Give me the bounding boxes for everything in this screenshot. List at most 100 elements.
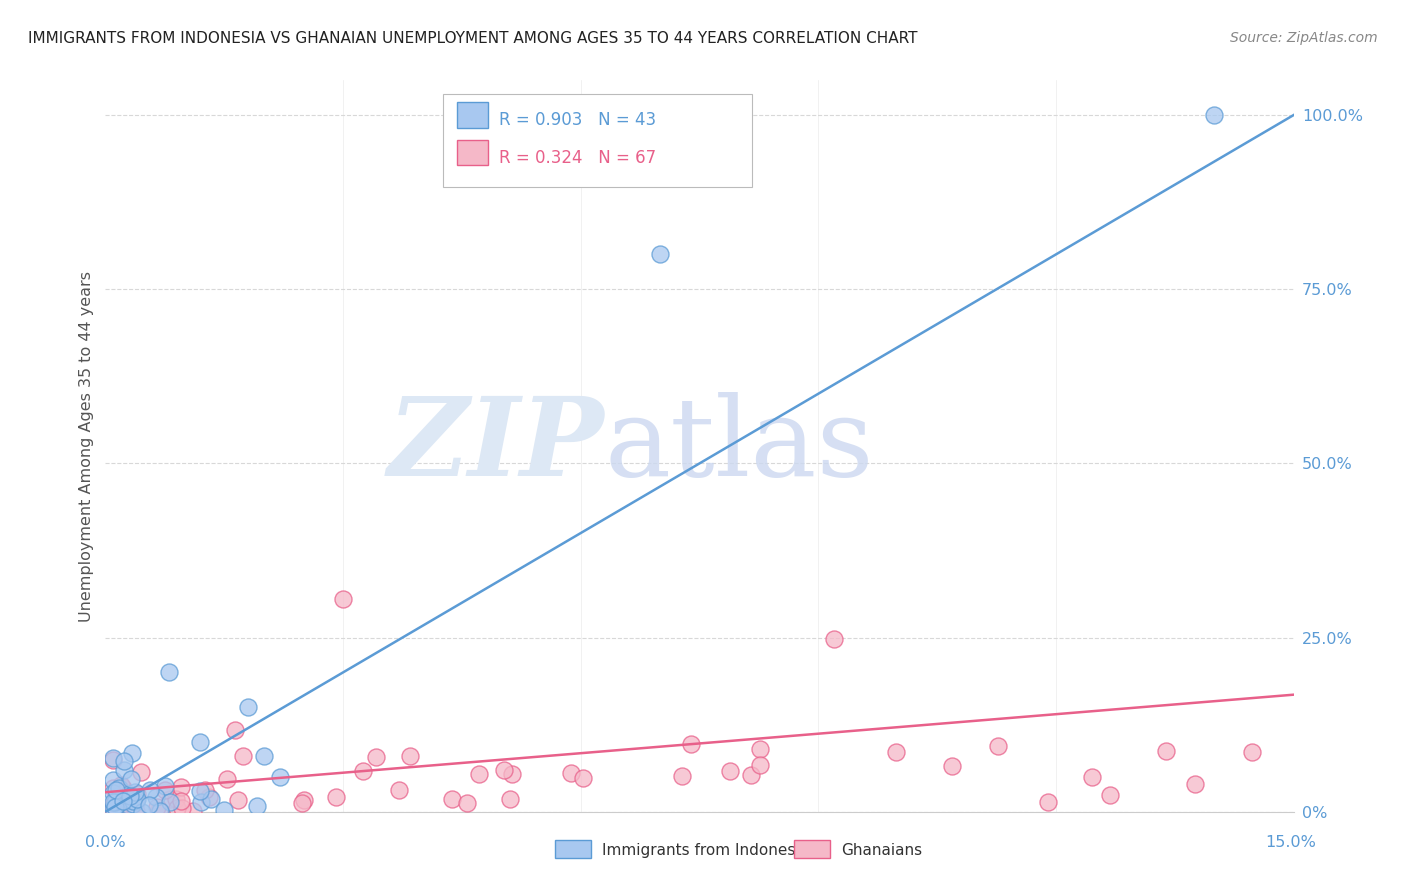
Point <box>103 800 125 814</box>
Point <box>388 782 411 797</box>
Point <box>155 779 177 793</box>
Point <box>1241 745 1264 759</box>
Point <box>823 632 845 646</box>
Point <box>224 723 246 737</box>
Point <box>648 247 671 261</box>
Point <box>200 792 222 806</box>
Point <box>111 781 134 796</box>
Point <box>193 783 215 797</box>
Point <box>232 748 254 763</box>
Point <box>215 772 238 787</box>
Text: 15.0%: 15.0% <box>1265 836 1316 850</box>
Point <box>1081 770 1104 784</box>
Point <box>111 797 134 811</box>
Point <box>118 787 141 801</box>
Point <box>125 804 148 818</box>
Point <box>364 750 387 764</box>
Text: Immigrants from Indonesia: Immigrants from Indonesia <box>602 843 808 857</box>
Point <box>145 800 167 814</box>
Point <box>572 771 595 785</box>
Point <box>120 789 142 803</box>
Point <box>292 793 315 807</box>
Point <box>671 769 693 783</box>
Point <box>353 764 375 778</box>
Point <box>440 791 463 805</box>
Point <box>198 789 221 804</box>
Point <box>122 794 145 808</box>
Point <box>103 801 125 815</box>
Text: 0.0%: 0.0% <box>86 836 125 850</box>
Point <box>1036 796 1059 810</box>
Point <box>131 805 153 819</box>
Point <box>718 764 741 778</box>
Point <box>107 797 129 811</box>
Point <box>149 804 172 818</box>
Point <box>159 796 181 810</box>
Point <box>157 665 180 680</box>
Point <box>103 750 125 764</box>
Point <box>155 782 177 797</box>
Point <box>291 796 314 810</box>
Point <box>120 804 142 818</box>
Point <box>236 700 259 714</box>
Point <box>941 759 963 773</box>
Point <box>112 794 135 808</box>
Text: ZIP: ZIP <box>388 392 605 500</box>
Point <box>190 795 212 809</box>
Point <box>138 798 160 813</box>
Point <box>122 794 145 808</box>
Point <box>1184 777 1206 791</box>
Text: IMMIGRANTS FROM INDONESIA VS GHANAIAN UNEMPLOYMENT AMONG AGES 35 TO 44 YEARS COR: IMMIGRANTS FROM INDONESIA VS GHANAIAN UN… <box>28 31 918 46</box>
Point <box>125 794 148 808</box>
Text: R = 0.324   N = 67: R = 0.324 N = 67 <box>499 149 657 167</box>
Point <box>170 794 193 808</box>
Point <box>228 793 250 807</box>
Point <box>112 805 135 819</box>
Point <box>108 781 131 796</box>
Point <box>245 799 267 814</box>
Point <box>125 787 148 801</box>
Point <box>117 798 139 813</box>
Point <box>560 765 582 780</box>
Point <box>129 765 152 780</box>
Point <box>104 795 127 809</box>
Point <box>269 770 291 784</box>
Point <box>740 768 762 782</box>
Text: Source: ZipAtlas.com: Source: ZipAtlas.com <box>1230 31 1378 45</box>
Point <box>166 801 188 815</box>
Point <box>253 749 276 764</box>
Point <box>501 766 523 780</box>
Point <box>124 785 146 799</box>
Point <box>103 802 125 816</box>
Point <box>110 778 132 792</box>
Point <box>103 772 125 787</box>
Point <box>325 790 347 805</box>
Point <box>1154 744 1177 758</box>
Point <box>886 745 908 759</box>
Point <box>1204 108 1226 122</box>
Point <box>103 786 125 800</box>
Point <box>190 735 212 749</box>
Point <box>122 797 145 811</box>
Point <box>494 763 516 777</box>
Point <box>103 798 125 813</box>
Point <box>1099 788 1122 802</box>
Point <box>679 737 702 751</box>
Point <box>124 803 146 817</box>
Point <box>456 796 478 810</box>
Point <box>499 791 522 805</box>
Point <box>159 792 181 806</box>
Y-axis label: Unemployment Among Ages 35 to 44 years: Unemployment Among Ages 35 to 44 years <box>79 270 94 622</box>
Point <box>114 764 136 778</box>
Point <box>124 797 146 811</box>
Point <box>181 804 204 818</box>
Text: Ghanaians: Ghanaians <box>841 843 922 857</box>
Point <box>114 785 136 799</box>
Point <box>125 791 148 805</box>
Point <box>104 783 127 797</box>
Point <box>748 757 770 772</box>
Point <box>121 747 143 761</box>
Point <box>103 780 125 795</box>
Text: atlas: atlas <box>605 392 875 500</box>
Point <box>165 791 187 805</box>
